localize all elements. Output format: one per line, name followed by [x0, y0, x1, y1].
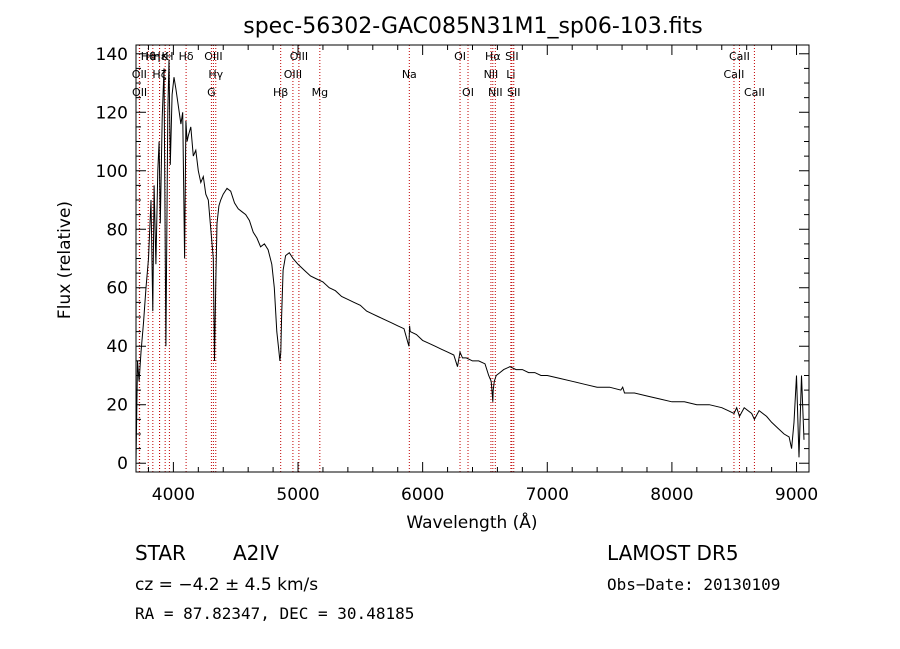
x-tick-label: 5000	[276, 485, 319, 505]
spectral-line-label: NII	[484, 68, 499, 81]
redshift-cz: cz = −4.2 ± 4.5 km/s	[135, 575, 319, 595]
spectral-line-label: H	[165, 50, 173, 63]
y-tick-label: 0	[117, 454, 128, 474]
spectral-line-label: G	[207, 86, 216, 99]
spectral-line-label: OIII	[290, 50, 308, 63]
spectrum-series-line	[135, 59, 805, 464]
y-tick-label: 60	[106, 279, 128, 299]
x-axis-label: Wavelength (Å)	[406, 511, 537, 533]
object-subclass: A2IV	[233, 541, 279, 565]
spectral-line-label: Hγ	[208, 68, 223, 81]
observation-date: Obs−Date: 20130109	[607, 575, 781, 594]
spectral-line-label: Na	[402, 68, 417, 81]
spectral-line-label: CaII	[744, 86, 765, 99]
y-tick-label: 80	[106, 220, 128, 240]
spectral-line-label: OI	[462, 86, 474, 99]
spectral-line-label: Hζ	[152, 68, 166, 81]
spectral-line-label: Hθ	[141, 50, 156, 63]
x-tick-label: 6000	[401, 485, 444, 505]
y-tick-label: 40	[106, 337, 128, 357]
y-tick-label: 20	[106, 396, 128, 416]
spectral-line-label: CaII	[724, 68, 745, 81]
spectral-line-label: Hη	[145, 50, 160, 63]
x-tick-label: 4000	[152, 485, 195, 505]
x-tick-label: 8000	[650, 485, 693, 505]
y-axis-label: Flux (relative)	[55, 201, 75, 319]
spectral-line-label: SII	[507, 86, 520, 99]
spectral-line-label: Mg	[312, 86, 328, 99]
spectral-line-label: OI	[454, 50, 466, 63]
plot-frame	[135, 44, 810, 473]
spectral-line-label: K	[162, 50, 170, 63]
spectral-line-label: Hδ	[179, 50, 194, 63]
object-class: STAR	[135, 541, 186, 565]
spectral-line-label: SII	[505, 50, 518, 63]
spectral-line-label: Li	[506, 68, 515, 81]
spectral-line-label: OIII	[284, 68, 302, 81]
chart-title: spec-56302-GAC085N31M1_sp06-103.fits	[243, 14, 703, 39]
coordinates: RA = 87.82347, DEC = 30.48185	[135, 604, 415, 623]
spectral-line-label: CaII	[729, 50, 750, 63]
spectral-line-label: Hε	[152, 50, 166, 63]
survey-name: LAMOST DR5	[607, 541, 739, 565]
spectral-line-label: Hβ	[273, 86, 288, 99]
x-tick-label: 9000	[775, 485, 818, 505]
spectral-line-label: OIII	[204, 50, 222, 63]
spectral-line-label: OII	[132, 86, 147, 99]
y-tick-label: 120	[96, 103, 128, 123]
y-tick-label: 140	[96, 45, 128, 65]
x-tick-label: 7000	[526, 485, 569, 505]
y-tick-label: 100	[96, 162, 128, 182]
spectral-line-label: NII	[488, 86, 503, 99]
spectral-line-label: Hα	[485, 50, 501, 63]
axis-ticks: 4000 5000 6000 7000 8000 9000 0 20 40 60 80 100 120 1…	[96, 45, 819, 505]
